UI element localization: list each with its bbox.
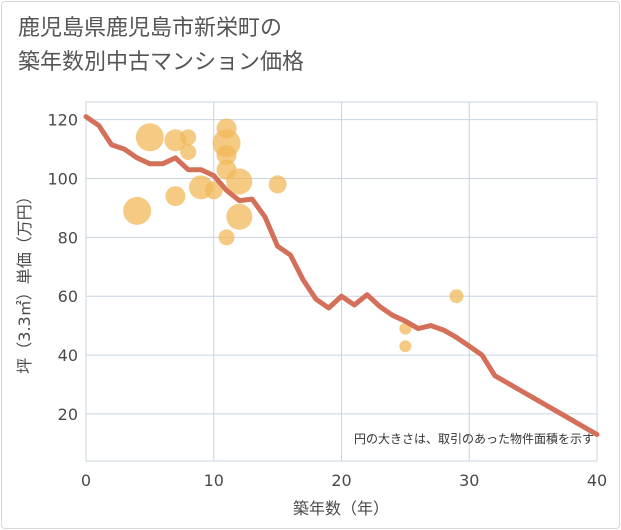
x-axis-label: 築年数（年）	[293, 499, 389, 518]
y-axis-label: 坪（3.3㎡）単価（万円）	[15, 188, 34, 373]
size-note: 円の大きさは、取引のあった物件面積を示す	[354, 431, 594, 446]
bubbles-layer	[123, 118, 464, 353]
y-tick-label-40: 40	[58, 346, 78, 365]
x-tick-label-10: 10	[204, 471, 224, 490]
bubble-point-14	[226, 203, 253, 230]
chart-title: 鹿児島県鹿児島市新栄町の 築年数別中古マンション価格	[18, 12, 304, 80]
x-tick-label-40: 40	[587, 471, 607, 490]
y-tick-label-60: 60	[58, 287, 78, 306]
trend-line	[83, 114, 600, 437]
bubble-point-15	[268, 175, 287, 194]
y-tick-label-20: 20	[58, 405, 78, 424]
y-tick-label-100: 100	[47, 170, 78, 189]
y-tick-label-120: 120	[47, 111, 78, 130]
bubble-point-10	[216, 144, 237, 165]
bubble-point-13	[226, 168, 253, 195]
bubble-point-4	[180, 129, 197, 146]
tick-labels: 20 40 60 80 100 120 0 10 20 30 40	[47, 111, 607, 490]
bubble-point-3	[165, 186, 186, 207]
bubble-point-7	[204, 181, 223, 200]
x-tick-label-0: 0	[81, 471, 91, 490]
bubble-point-0	[123, 196, 152, 225]
x-tick-label-30: 30	[459, 471, 479, 490]
grid-lines	[85, 102, 598, 461]
bubble-point-12	[218, 229, 235, 246]
x-tick-label-20: 20	[331, 471, 351, 490]
bubble-point-1	[135, 123, 164, 152]
line-series-layer	[83, 114, 600, 437]
chart-title-line-1: 鹿児島県鹿児島市新栄町の	[18, 16, 283, 41]
bubble-point-18	[449, 289, 464, 304]
y-tick-label-80: 80	[58, 228, 78, 247]
chart-title-line-2: 築年数別中古マンション価格	[18, 50, 305, 75]
bubble-point-5	[180, 144, 197, 161]
bubble-point-17	[399, 340, 412, 353]
